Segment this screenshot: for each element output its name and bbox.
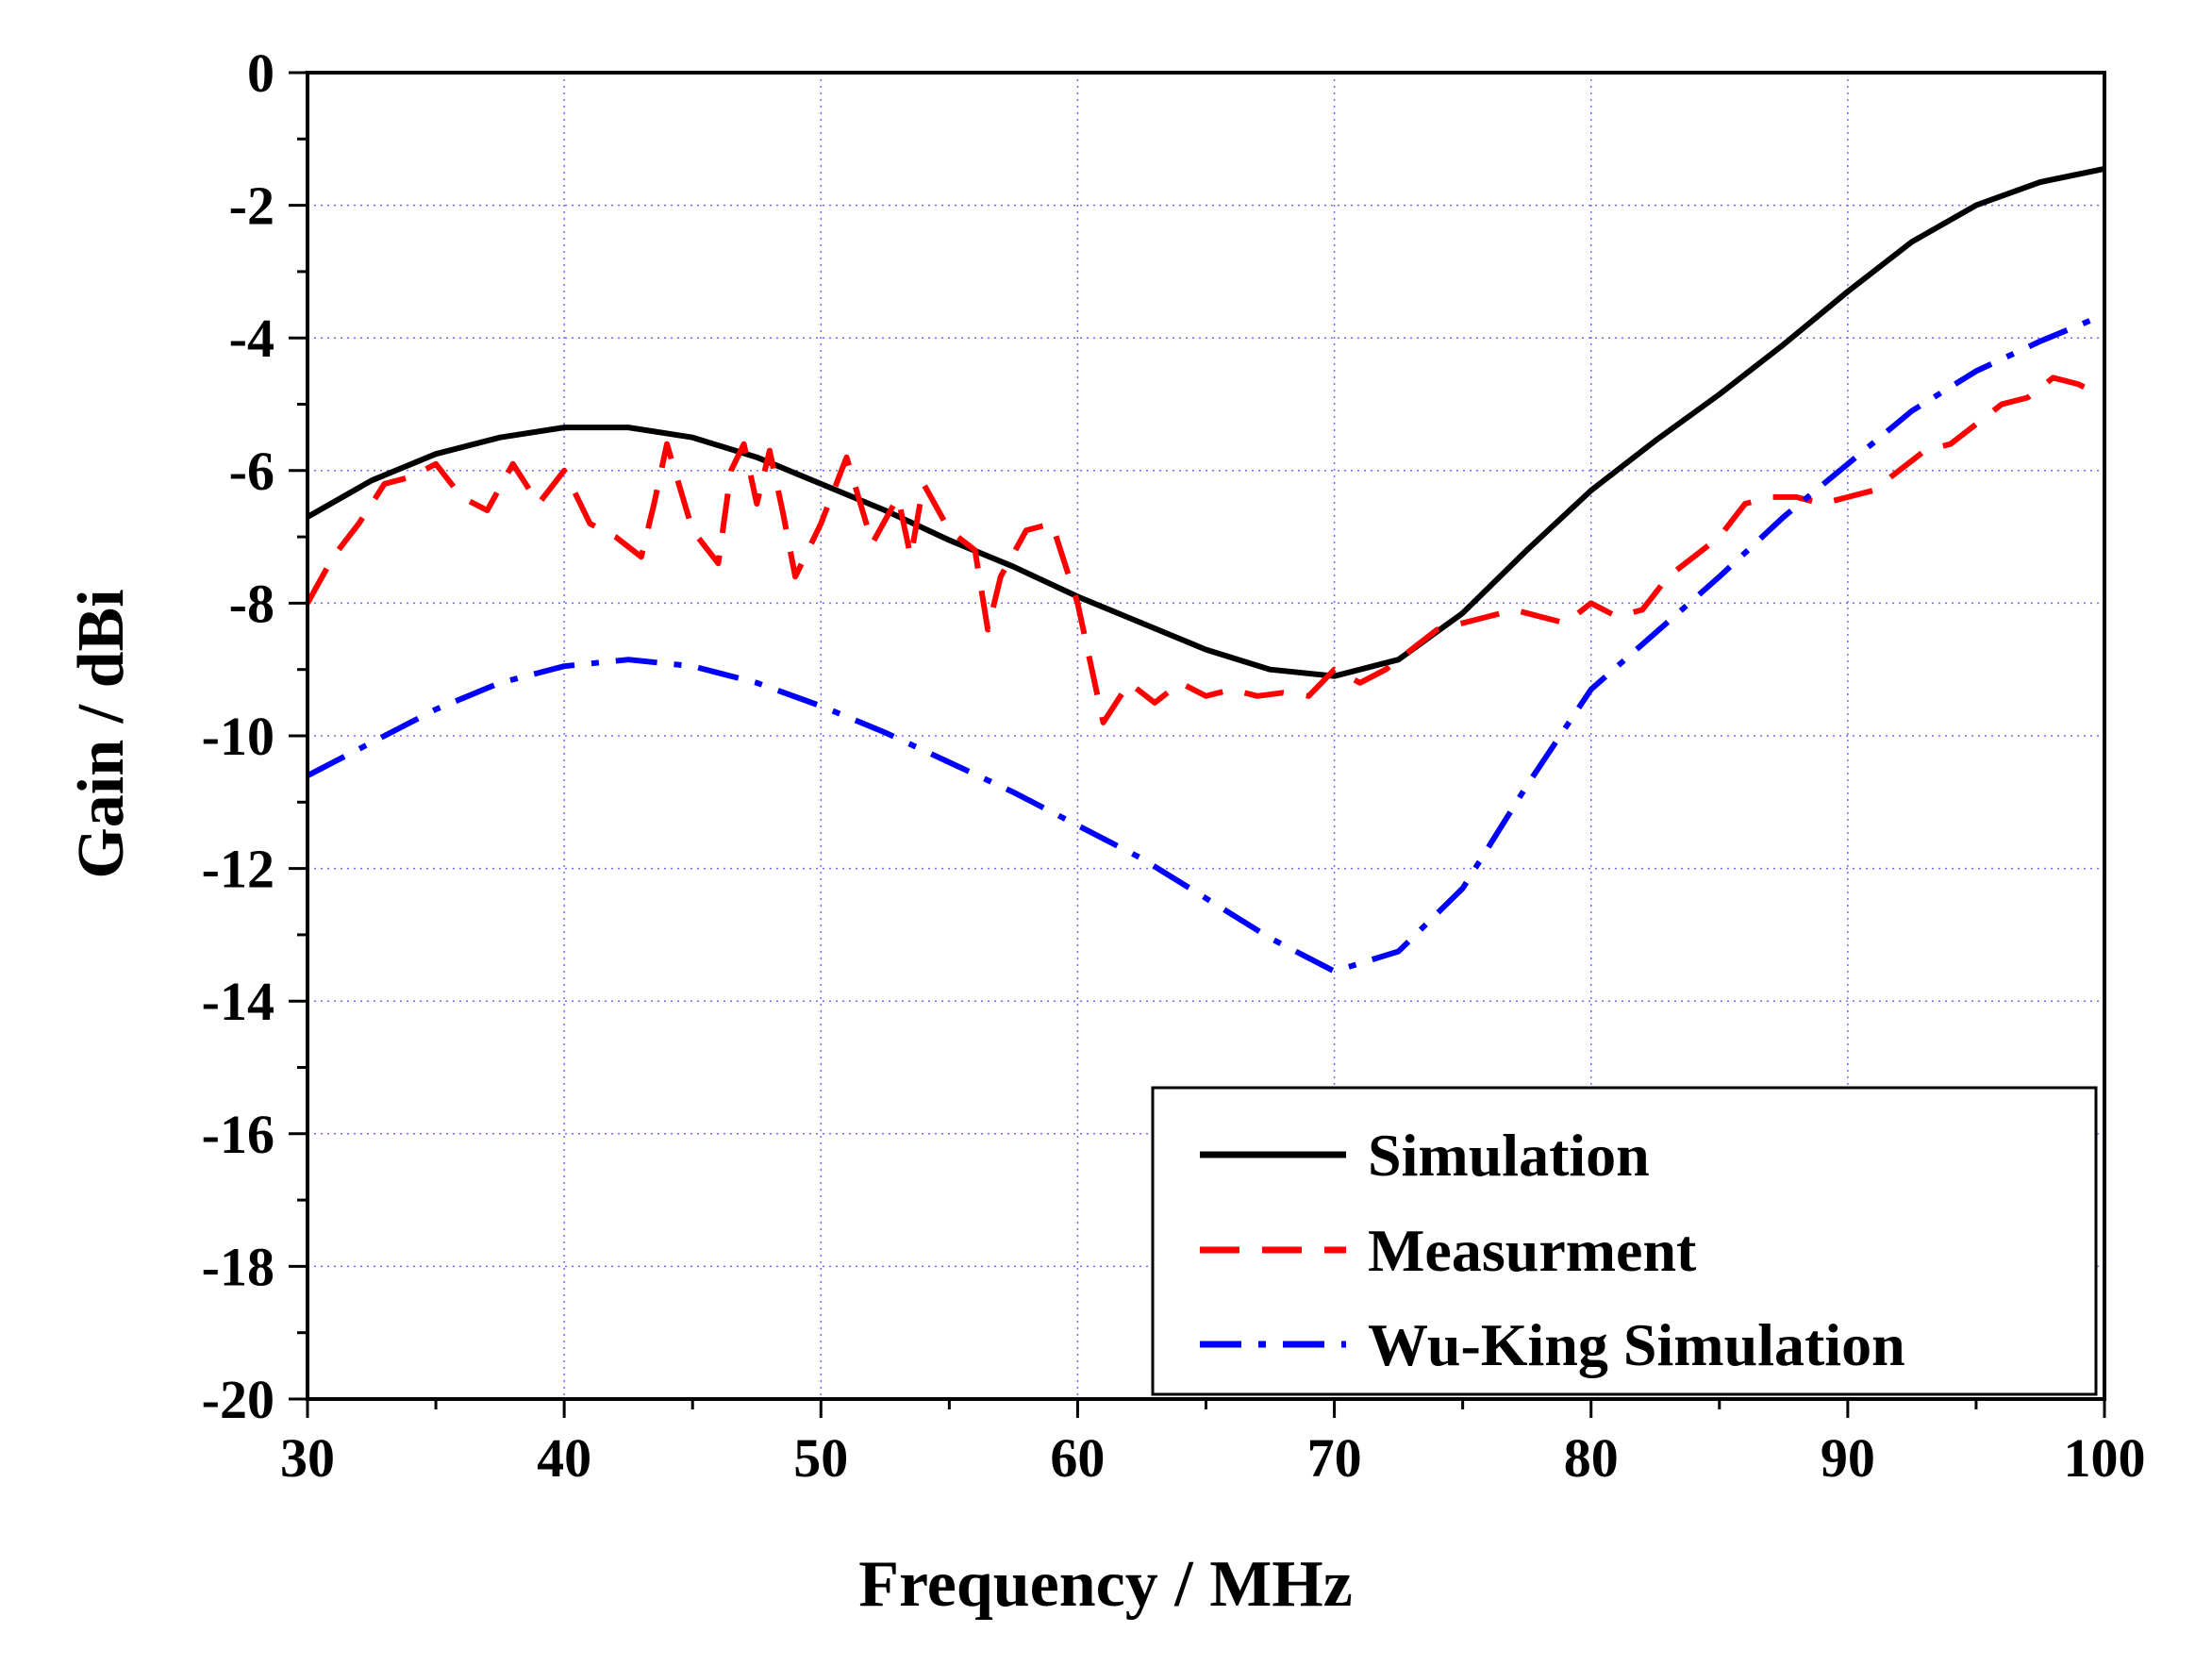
- y-tick-label: -8: [229, 573, 274, 634]
- x-tick-label: 60: [1050, 1427, 1105, 1489]
- x-tick-label: 50: [793, 1427, 848, 1489]
- x-tick-label: 70: [1307, 1427, 1362, 1489]
- legend-label-simulation: Simulation: [1368, 1122, 1650, 1189]
- legend-label-measurment: Measurment: [1368, 1217, 1697, 1284]
- y-tick-label: -4: [229, 308, 274, 369]
- y-tick-label: -12: [202, 839, 274, 900]
- legend-label-wu-king: Wu-King Simulation: [1368, 1311, 1905, 1378]
- series-line-measurment: [305, 375, 2106, 725]
- y-tick-label: -16: [202, 1104, 274, 1165]
- x-tick-label: 90: [1821, 1427, 1875, 1489]
- x-tick-label: 100: [2064, 1427, 2146, 1489]
- x-tick-label: 40: [537, 1427, 591, 1489]
- y-axis-title: Gain / dBi: [65, 589, 138, 878]
- x-tick-label: 30: [280, 1427, 335, 1489]
- series-line-simulation: [306, 165, 2105, 679]
- legend: Simulation Measurment Wu-King Simulation: [1151, 1086, 2098, 1396]
- x-axis-title: Frequency / MHz: [858, 1548, 1353, 1621]
- x-tick-label: 80: [1564, 1427, 1619, 1489]
- y-tick-label: -2: [229, 175, 274, 237]
- y-tick-label: -14: [202, 971, 274, 1032]
- x-tick-labels: 30 40 50 60 70 80 90 100: [280, 1427, 2146, 1489]
- y-tick-label: -10: [202, 706, 274, 767]
- axis-ticks: [289, 71, 2106, 1418]
- series-line-wu-king-simulation: [306, 311, 2106, 975]
- series-lines: [305, 165, 2106, 975]
- y-tick-label: -18: [202, 1236, 274, 1297]
- y-tick-label: -20: [202, 1369, 274, 1430]
- y-tick-label: 0: [247, 42, 274, 104]
- y-tick-label: -6: [229, 441, 274, 502]
- y-tick-labels: 0 -2 -4 -6 -8 -10 -12 -14 -16 -18 -20: [202, 42, 274, 1430]
